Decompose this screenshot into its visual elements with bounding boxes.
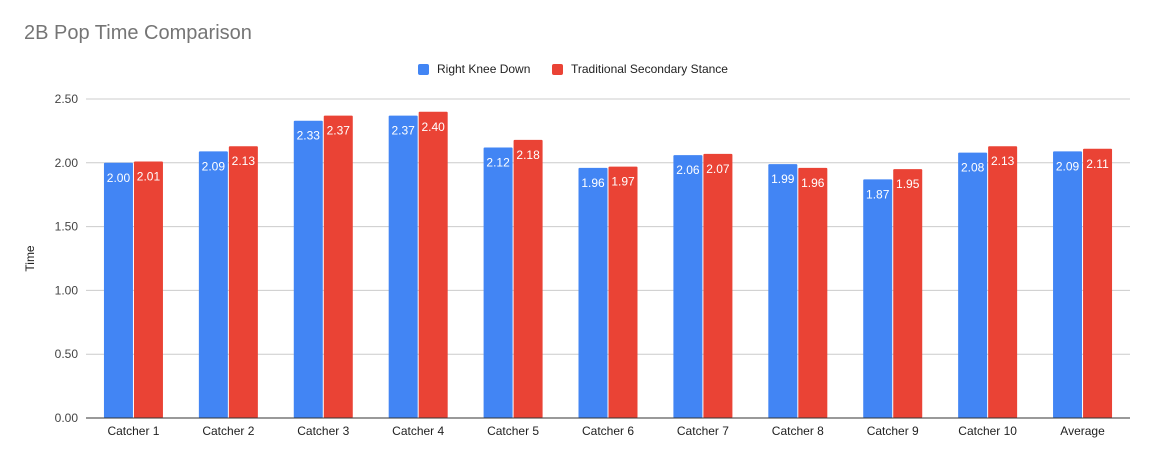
data-label: 2.06 bbox=[676, 163, 700, 177]
bar bbox=[483, 147, 513, 418]
bars bbox=[103, 111, 1113, 419]
y-tick-label: 1.00 bbox=[55, 283, 79, 297]
x-tick-label: Catcher 2 bbox=[202, 424, 254, 438]
gridlines bbox=[86, 98, 1130, 355]
legend-swatch-traditional-secondary-stance bbox=[552, 63, 563, 75]
data-label: 2.09 bbox=[1056, 159, 1080, 173]
x-tick-label: Catcher 10 bbox=[958, 424, 1017, 438]
x-tick-label: Catcher 8 bbox=[772, 424, 824, 438]
x-tick-label: Catcher 7 bbox=[677, 424, 729, 438]
y-axis-title: Time bbox=[23, 245, 37, 272]
legend: Right Knee Down Traditional Secondary St… bbox=[0, 60, 1153, 78]
y-tick-label: 2.00 bbox=[55, 156, 79, 170]
legend-label-right-knee-down: Right Knee Down bbox=[437, 62, 531, 76]
data-label: 2.01 bbox=[137, 170, 161, 184]
data-label: 2.09 bbox=[202, 159, 226, 173]
bar bbox=[703, 153, 733, 419]
data-label: 1.96 bbox=[801, 176, 825, 190]
data-label: 2.37 bbox=[392, 124, 416, 138]
data-label: 2.18 bbox=[516, 148, 540, 162]
data-label: 2.37 bbox=[327, 124, 351, 138]
bar bbox=[893, 169, 923, 418]
x-tick-label: Catcher 4 bbox=[392, 424, 444, 438]
bar bbox=[673, 155, 703, 419]
legend-item-right-knee-down[interactable]: Right Knee Down bbox=[418, 60, 530, 78]
legend-label-traditional-secondary-stance: Traditional Secondary Stance bbox=[571, 62, 728, 76]
data-label: 2.11 bbox=[1086, 157, 1109, 171]
data-label: 2.07 bbox=[706, 162, 730, 176]
chart-title: 2B Pop Time Comparison bbox=[24, 22, 252, 44]
y-tick-label: 0.00 bbox=[55, 411, 79, 425]
x-axis-ticks: Catcher 1 Catcher 2 Catcher 3 Catcher 4 Catc… bbox=[107, 424, 1105, 438]
y-tick-label: 0.50 bbox=[55, 347, 79, 361]
x-tick-label: Catcher 5 bbox=[487, 424, 539, 438]
bar bbox=[608, 166, 638, 418]
bar bbox=[103, 162, 133, 418]
legend-item-traditional-secondary-stance[interactable]: Traditional Secondary Stance bbox=[552, 60, 728, 78]
data-label: 1.99 bbox=[771, 172, 795, 186]
bar bbox=[198, 151, 228, 419]
x-tick-label: Catcher 3 bbox=[297, 424, 349, 438]
bar bbox=[988, 146, 1018, 418]
bar bbox=[863, 179, 893, 418]
bar bbox=[578, 167, 608, 418]
data-labels: 2.00 2.01 2.09 2.13 2.33 2.37 2.37 2.40 2.12 2.18… bbox=[107, 120, 1109, 202]
bar bbox=[323, 115, 353, 418]
x-tick-label: Average bbox=[1060, 424, 1105, 438]
data-label: 2.08 bbox=[961, 161, 985, 175]
bar bbox=[228, 146, 258, 418]
data-label: 2.33 bbox=[297, 129, 321, 143]
data-label: 2.13 bbox=[232, 154, 256, 168]
data-label: 1.96 bbox=[581, 176, 605, 190]
data-label: 1.97 bbox=[611, 175, 635, 189]
bar bbox=[1053, 151, 1083, 419]
x-tick-label: Catcher 1 bbox=[107, 424, 159, 438]
x-tick-label: Catcher 6 bbox=[582, 424, 634, 438]
bar bbox=[388, 115, 418, 418]
x-tick-label: Catcher 9 bbox=[867, 424, 919, 438]
legend-swatch-right-knee-down bbox=[418, 63, 429, 75]
y-axis-ticks: 0.00 0.50 1.00 1.50 2.00 2.50 bbox=[55, 92, 79, 425]
data-label: 1.87 bbox=[866, 187, 890, 201]
data-label: 2.40 bbox=[422, 120, 446, 134]
bar bbox=[798, 167, 828, 418]
bar bbox=[768, 164, 798, 418]
bar bbox=[513, 139, 543, 418]
data-label: 2.00 bbox=[107, 171, 131, 185]
bar bbox=[418, 111, 448, 418]
y-tick-label: 2.50 bbox=[55, 92, 79, 106]
data-label: 2.12 bbox=[486, 155, 510, 169]
bar bbox=[293, 120, 323, 418]
data-label: 2.13 bbox=[991, 154, 1015, 168]
data-label: 1.95 bbox=[896, 177, 920, 191]
y-tick-label: 1.50 bbox=[55, 220, 79, 234]
bar bbox=[1083, 148, 1113, 418]
bar bbox=[133, 161, 163, 419]
bar bbox=[958, 152, 988, 419]
